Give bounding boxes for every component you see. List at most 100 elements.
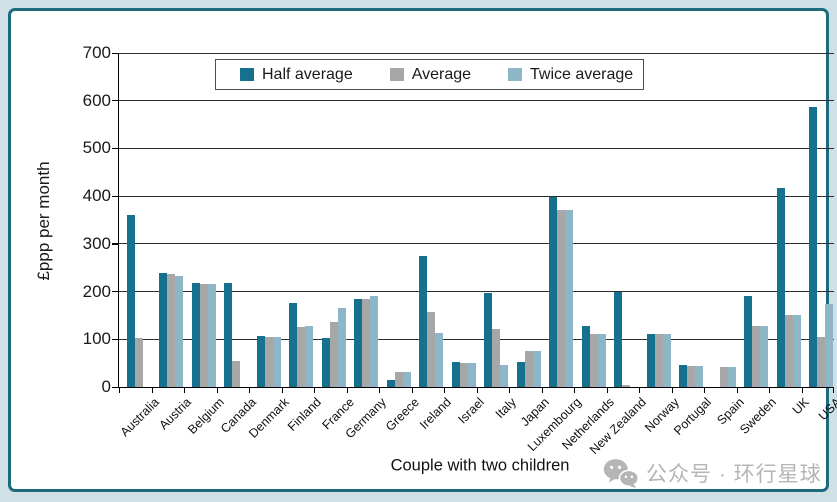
bar-slot	[386, 53, 395, 387]
x-axis-tick	[281, 387, 283, 393]
bar-group-belgium	[184, 53, 217, 387]
bar-group-italy	[477, 53, 510, 387]
bar-slot	[687, 53, 695, 387]
x-axis-tick	[184, 387, 186, 393]
x-axis-tick	[801, 387, 803, 393]
bar-slot	[134, 53, 143, 387]
bar-slot	[784, 53, 793, 387]
bar-slot	[305, 53, 313, 387]
y-tick-label-500: 500	[82, 138, 111, 158]
y-tick-label-200: 200	[82, 281, 111, 301]
bar-group-sweden	[737, 53, 770, 387]
bar-austria-half-average	[159, 272, 167, 387]
bar-sweden-twice-average	[760, 326, 768, 387]
y-axis-title: £ppp per month	[34, 161, 53, 281]
bar-slot	[435, 53, 443, 387]
bar-slot	[622, 53, 630, 387]
bar-group-greece	[379, 53, 412, 387]
bar-slot	[630, 53, 638, 387]
bar-slot	[240, 53, 248, 387]
bar-norway-twice-average	[662, 333, 671, 387]
x-axis-tick	[639, 387, 641, 393]
x-axis-tick	[379, 387, 381, 393]
bar-uk-average	[784, 315, 793, 387]
bar-slot	[744, 53, 752, 387]
bar-netherlands-average	[589, 333, 598, 387]
x-axis-tick	[541, 387, 543, 393]
gridline-200	[119, 291, 834, 293]
gridline-400	[119, 195, 834, 197]
bar-slot	[370, 53, 378, 387]
bar-slot	[467, 53, 476, 387]
y-tick-label-300: 300	[82, 233, 111, 253]
bar-slot	[143, 53, 151, 387]
bar-slot	[679, 53, 687, 387]
bar-slot	[159, 53, 167, 387]
bar-belgium-average	[199, 284, 208, 387]
bar-group-australia	[119, 53, 152, 387]
bar-slot	[256, 53, 265, 387]
bar-slot	[500, 53, 508, 387]
bar-israel-average	[459, 363, 468, 387]
bar-ireland-average	[427, 312, 435, 387]
bar-germany-half-average	[354, 298, 362, 387]
bar-slot	[232, 53, 240, 387]
bar-slot	[321, 53, 330, 387]
watermark: 公众号 · 环行星球	[603, 458, 822, 488]
bar-luxembourg-average	[557, 210, 565, 387]
bar-finland-twice-average	[305, 325, 313, 387]
bar-norway-half-average	[646, 333, 655, 387]
bar-ireland-half-average	[419, 255, 427, 387]
y-axis-tick	[112, 243, 119, 245]
legend-label: Average	[411, 65, 472, 83]
bar-slot	[419, 53, 427, 387]
x-axis-tick	[346, 387, 348, 393]
bar-slot	[792, 53, 801, 387]
bar-group-norway	[639, 53, 672, 387]
bar-slot	[126, 53, 135, 387]
bar-group-austria	[152, 53, 185, 387]
bar-slot	[614, 53, 622, 387]
bar-group-portugal	[672, 53, 705, 387]
gridline-700	[119, 52, 834, 54]
bar-group-usa	[802, 53, 835, 387]
bar-belgium-twice-average	[207, 284, 216, 387]
bar-slot	[459, 53, 468, 387]
bar-new-zealand-average	[622, 385, 630, 387]
bar-greece-twice-average	[402, 372, 411, 387]
x-axis-tick	[119, 387, 121, 393]
bar-denmark-average	[264, 336, 273, 387]
y-tick-label-600: 600	[82, 90, 111, 110]
legend: Half average Average Twice average	[215, 59, 644, 90]
legend-swatch-average	[389, 68, 404, 81]
plot-area: Half average Average Twice average 700 60…	[83, 43, 837, 457]
x-axis-tick	[671, 387, 673, 393]
y-axis-tick	[112, 386, 119, 388]
bar-germany-twice-average	[370, 296, 378, 387]
gridline-300	[119, 243, 834, 245]
bar-australia-average	[134, 337, 143, 387]
bar-italy-half-average	[484, 293, 492, 387]
bar-slot	[451, 53, 460, 387]
bar-slot	[297, 53, 305, 387]
legend-swatch-twice-average	[508, 68, 523, 81]
bar-group-germany	[347, 53, 380, 387]
y-axis-tick	[112, 100, 119, 102]
y-tick-label-0: 0	[101, 377, 111, 396]
bar-group-netherlands	[574, 53, 607, 387]
bar-finland-half-average	[289, 302, 297, 387]
bar-slot	[581, 53, 590, 387]
bar-slot	[825, 53, 833, 387]
gridline-500	[119, 147, 834, 149]
bar-denmark-half-average	[256, 335, 265, 387]
bar-slot	[727, 53, 736, 387]
bar-slot	[264, 53, 273, 387]
bar-japan-twice-average	[532, 351, 541, 387]
bar-japan-average	[524, 351, 533, 387]
x-axis-tick	[509, 387, 511, 393]
gridline-600	[119, 100, 834, 102]
bar-slot	[760, 53, 768, 387]
bar-slot	[557, 53, 565, 387]
bar-group-uk	[769, 53, 802, 387]
bar-netherlands-twice-average	[597, 333, 606, 387]
